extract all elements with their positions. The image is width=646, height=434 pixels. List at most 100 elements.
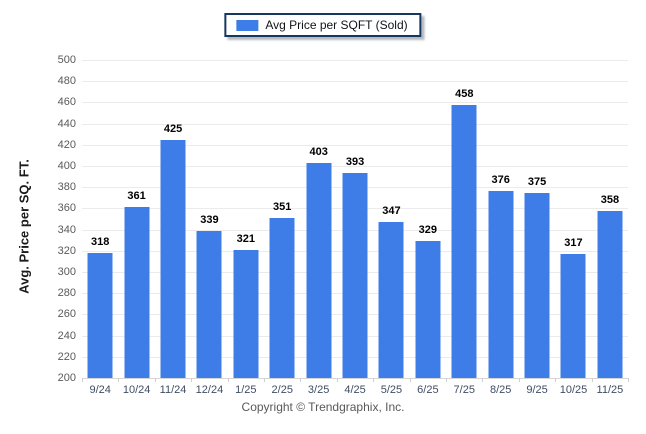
x-axis-tick <box>300 378 302 382</box>
y-tick-label: 380 <box>57 181 76 194</box>
gridline <box>82 60 628 61</box>
bar-column: 403 3/25 <box>300 60 336 396</box>
bar <box>87 252 113 378</box>
y-tick-label: 500 <box>57 54 76 66</box>
gridline <box>82 102 628 104</box>
bar <box>306 162 332 378</box>
y-tick-label: 260 <box>57 308 76 321</box>
x-axis-tick <box>227 378 229 382</box>
bars-layer: 318 9/24 361 10/24 425 11/24 339 12/24 321 1/25 35… <box>82 60 628 397</box>
y-tick-label: 340 <box>57 223 76 236</box>
gridline <box>82 378 628 379</box>
x-tick-label: 7/25 <box>453 384 475 396</box>
x-tick-label: 3/25 <box>307 384 330 396</box>
y-tick-label: 360 <box>57 202 76 215</box>
bar <box>233 249 259 378</box>
x-axis-tick <box>373 378 375 382</box>
x-tick-label: 12/24 <box>195 384 224 396</box>
x-tick-label: 10/24 <box>122 384 151 396</box>
bar-column: 425 11/24 <box>155 60 191 397</box>
bar <box>524 192 550 378</box>
x-axis-tick <box>82 378 83 382</box>
bar <box>124 207 150 378</box>
y-tick-label: 300 <box>57 266 76 278</box>
x-axis-tick <box>409 378 411 382</box>
x-tick-label: 10/25 <box>559 384 588 396</box>
legend-swatch-icon <box>236 19 259 31</box>
x-tick-label: 9/25 <box>526 384 548 396</box>
bar-column: 329 6/25 <box>410 60 446 396</box>
bar-value-label: 425 <box>163 122 183 135</box>
x-tick-label: 2/25 <box>271 384 293 396</box>
gridline <box>82 123 628 125</box>
x-axis-tick <box>118 378 120 382</box>
y-tick-label: 400 <box>57 160 76 172</box>
bar-column: 339 12/24 <box>191 60 227 396</box>
gridline <box>82 144 628 146</box>
bar-column: 358 11/25 <box>592 60 628 396</box>
y-tick-label: 200 <box>57 372 76 384</box>
bar-column: 347 5/25 <box>373 60 409 396</box>
copyright-footer: Copyright © Trendgraphix, Inc. <box>241 400 405 414</box>
bar-column: 393 4/25 <box>337 60 373 396</box>
chart-legend: Avg Price per SQFT (Sold) <box>224 13 422 37</box>
x-tick-label: 8/25 <box>489 384 512 396</box>
x-axis-tick <box>555 378 557 382</box>
x-tick-label: 11/24 <box>159 384 187 396</box>
bar <box>378 222 404 378</box>
x-tick-label: 6/25 <box>417 384 439 396</box>
bar-value-label: 318 <box>91 235 110 248</box>
bar-value-label: 458 <box>455 87 474 100</box>
bar-column: 318 9/24 <box>82 60 118 396</box>
y-tick-label: 440 <box>57 117 76 130</box>
y-tick-label: 420 <box>57 138 76 151</box>
bar-value-label: 361 <box>127 190 146 203</box>
x-tick-label: 11/25 <box>596 384 624 396</box>
y-tick-label: 240 <box>57 329 76 342</box>
bar <box>342 173 368 378</box>
bar-column: 351 2/25 <box>264 60 300 396</box>
bar-value-label: 376 <box>491 174 510 187</box>
bar <box>560 253 586 378</box>
x-axis-tick <box>591 378 593 382</box>
x-axis-tick <box>518 378 520 382</box>
legend-label: Avg Price per SQFT (Sold) <box>265 18 408 32</box>
bar <box>160 139 186 378</box>
gridline <box>82 81 628 83</box>
x-axis-tick <box>446 378 447 382</box>
x-tick-label: 4/25 <box>344 384 366 396</box>
bar-column: 375 9/25 <box>519 60 555 396</box>
x-axis-tick <box>336 378 338 382</box>
bar-column: 458 7/25 <box>446 60 482 396</box>
x-tick-label: 5/25 <box>380 384 403 396</box>
bar-value-label: 329 <box>418 224 438 237</box>
y-tick-label: 480 <box>57 75 76 88</box>
x-axis-tick <box>154 378 156 382</box>
bar-column: 361 10/24 <box>118 60 154 396</box>
x-tick-label: 9/24 <box>89 384 111 396</box>
bar-column: 317 10/25 <box>555 60 591 396</box>
gridline <box>82 166 628 167</box>
bar-value-label: 351 <box>273 200 292 213</box>
bar-value-label: 317 <box>564 236 583 249</box>
bar-value-label: 375 <box>527 175 547 188</box>
y-axis-title: Avg. Price per SQ. FT. <box>16 159 32 294</box>
bar <box>597 210 623 378</box>
y-tick-label: 460 <box>57 96 76 109</box>
bar-value-label: 358 <box>600 193 620 206</box>
bar <box>196 230 222 378</box>
bar-value-label: 393 <box>345 156 365 169</box>
x-tick-label: 1/25 <box>235 384 257 396</box>
bar-value-label: 347 <box>382 205 401 218</box>
y-tick-label: 280 <box>57 287 76 300</box>
bar <box>451 104 477 378</box>
x-axis-tick <box>482 378 484 382</box>
bar-column: 376 8/25 <box>482 60 518 396</box>
y-tick-label: 220 <box>57 350 76 363</box>
bar-value-label: 403 <box>309 145 328 158</box>
x-axis-tick <box>191 378 193 382</box>
y-tick-label: 320 <box>57 244 76 257</box>
bar-chart-plot-area: 318 9/24 361 10/24 425 11/24 339 12/24 321 1/25 35… <box>82 60 629 397</box>
bar <box>269 217 295 378</box>
bar-value-label: 339 <box>200 213 219 226</box>
